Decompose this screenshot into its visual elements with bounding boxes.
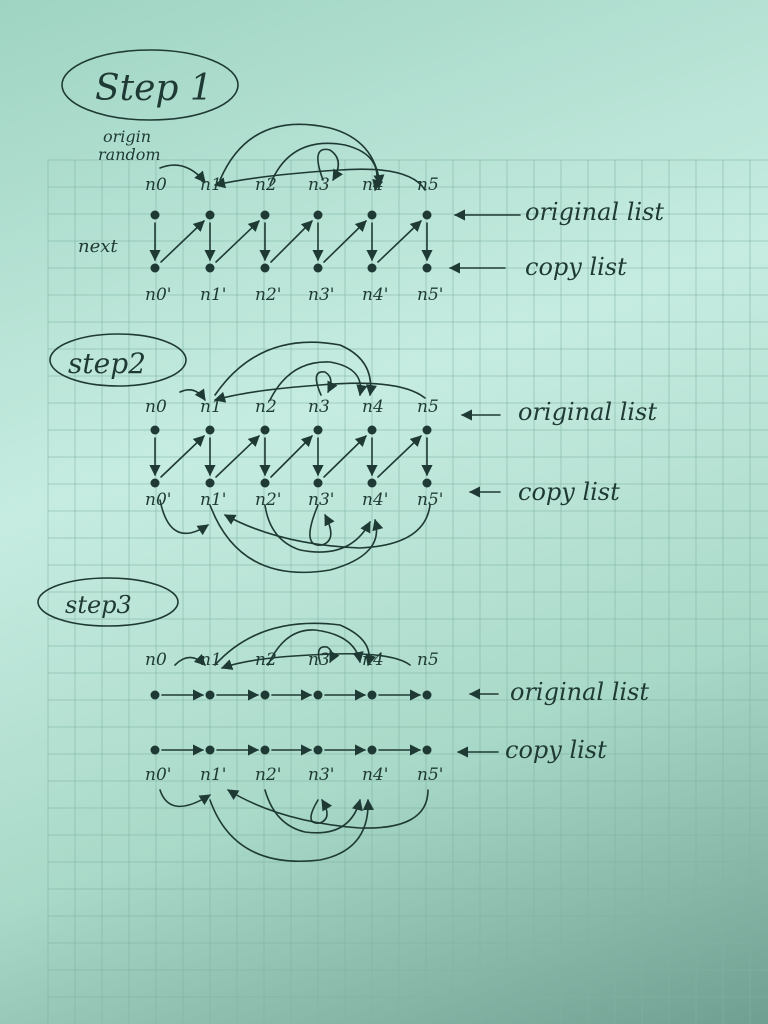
step-2-copy-node-label: n3' (308, 490, 334, 510)
step-3-orig-node (260, 690, 270, 700)
step-3-copy-node (205, 745, 215, 755)
step-1-copy-node-label: n5' (417, 285, 443, 305)
step-1-copy-node (422, 263, 432, 273)
step-1-orig-node (367, 210, 377, 220)
step-3-copy-node (313, 745, 323, 755)
step-1-title-circle (61, 49, 239, 121)
step-1-original-label: original list (525, 198, 664, 226)
step-2-title-circle (49, 333, 187, 387)
step-1-orig-node (260, 210, 270, 220)
step-2-orig-node-label: n2 (255, 397, 277, 417)
next-arrow-diagonal (215, 435, 260, 478)
step-3-copy-node-label: n5' (417, 765, 443, 785)
step-3-copy-node-label: n4' (362, 765, 388, 785)
step-1-orig-node-label: n0 (145, 175, 167, 195)
next-arrow-diagonal (377, 220, 422, 263)
step-1-copy-node (313, 263, 323, 273)
step-3-copy-label: copy list (505, 736, 607, 764)
step-2-orig-node-label: n1 (200, 397, 222, 417)
step-1-orig-node (150, 210, 160, 220)
step-1-orig-node (313, 210, 323, 220)
step-3-copy-node (422, 745, 432, 755)
next-arrow-diagonal (215, 220, 260, 263)
step-2-copy-label: copy list (518, 478, 620, 506)
step-2-original-label: original list (518, 398, 657, 426)
step-2-orig-node (422, 425, 432, 435)
step-3-orig-node-label: n2 (255, 650, 277, 670)
next-arrow-diagonal (377, 435, 422, 478)
step-2-orig-node (367, 425, 377, 435)
step-2-orig-node (150, 425, 160, 435)
step-3-orig-node (422, 690, 432, 700)
step-3-copy-node (367, 745, 377, 755)
step-1-copy-node-label: n1' (200, 285, 226, 305)
step-3-title-circle (37, 577, 179, 627)
origin-label: origin (103, 127, 151, 146)
next-arrow-diagonal (270, 220, 313, 263)
step-2-copy-node-label: n2' (255, 490, 281, 510)
step-2-orig-node-label: n4 (362, 397, 384, 417)
step-1-copy-node (367, 263, 377, 273)
step-2-copy-node-label: n0' (145, 490, 171, 510)
step-1-orig-node-label: n3 (308, 175, 330, 195)
step-1-orig-node (205, 210, 215, 220)
step-3-orig-node-label: n1 (200, 650, 222, 670)
step-2-copy-node (260, 478, 270, 488)
next-arrow-diagonal (323, 435, 367, 478)
step-2-orig-node (205, 425, 215, 435)
step-3-copy-node (260, 745, 270, 755)
step-1-orig-node (422, 210, 432, 220)
step-1-copy-node-label: n0' (145, 285, 171, 305)
step-2-orig-node (260, 425, 270, 435)
step-3-orig-node-label: n0 (145, 650, 167, 670)
step-2-copy-node-label: n4' (362, 490, 388, 510)
step-2-section: step2 n0 n1 n2 n3 n4 n5 n0' n1' n2' n3' n4' n5' or… (49, 333, 657, 574)
step-3-original-label: original list (510, 678, 649, 706)
random-label: random (98, 145, 161, 164)
step-1-copy-node-label: n4' (362, 285, 388, 305)
step-1-title: Step 1 (95, 68, 213, 109)
step-2-orig-node-label: n3 (308, 397, 330, 417)
step-3-copy-node-label: n3' (308, 765, 334, 785)
next-arrow-diagonal (160, 435, 205, 478)
step-1-copy-node-label: n3' (308, 285, 334, 305)
step-2-title: step2 (68, 347, 146, 380)
step-2-copy-node-label: n5' (417, 490, 443, 510)
step-3-orig-node (205, 690, 215, 700)
step-1-copy-node-label: n2' (255, 285, 281, 305)
step-1-copy-node (150, 263, 160, 273)
step-2-orig-node-label: n0 (145, 397, 167, 417)
step-2-copy-node (150, 478, 160, 488)
step-2-copy-node (313, 478, 323, 488)
step-1-copy-node (260, 263, 270, 273)
step-1-copy-node (205, 263, 215, 273)
step-3-copy-node-label: n1' (200, 765, 226, 785)
step-2-orig-node (313, 425, 323, 435)
step-2-orig-node-label: n5 (417, 397, 439, 417)
step-2-copy-node (205, 478, 215, 488)
step-3-orig-node (313, 690, 323, 700)
step-1-section: Step 1 origin random next n0 n1 n2 n3 n4 n5 n… (61, 49, 664, 305)
step-3-copy-node-label: n0' (145, 765, 171, 785)
step-2-copy-node (422, 478, 432, 488)
next-arrow-diagonal (270, 435, 313, 478)
step-2-copy-node (367, 478, 377, 488)
next-arrow-diagonal (160, 220, 205, 263)
step-3-orig-node (150, 690, 160, 700)
step-3-title: step3 (65, 591, 132, 619)
step-3-copy-node (150, 745, 160, 755)
next-arrow-diagonal (323, 220, 367, 263)
step-3-orig-node-label: n4 (362, 650, 384, 670)
step-1-orig-node-label: n5 (417, 175, 439, 195)
step-1-copy-label: copy list (525, 253, 627, 281)
step-3-section: step3 n0 n1 n2 n3 n4 n5 n0' n1' n2' n3' n4' n5' or… (37, 577, 649, 862)
step-2-copy-node-label: n1' (200, 490, 226, 510)
step-3-orig-node (367, 690, 377, 700)
grid-lines (47, 159, 768, 1024)
next-pointer-label: next (78, 236, 118, 257)
step-3-orig-node-label: n5 (417, 650, 439, 670)
step-3-copy-node-label: n2' (255, 765, 281, 785)
